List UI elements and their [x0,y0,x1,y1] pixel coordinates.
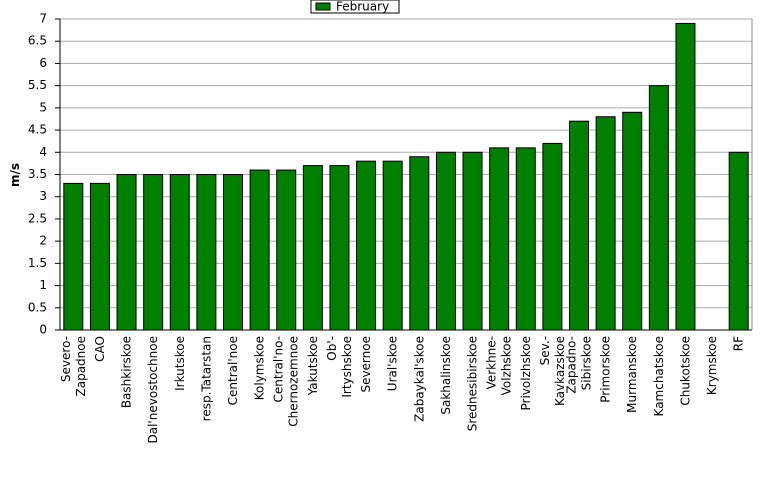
x-tick-label: Severo-Zapadnoe [59,336,88,397]
bar [89,182,110,331]
y-tick-label: 2 [39,234,47,248]
bar [489,147,510,331]
y-tick-label: 5 [39,100,47,114]
y-tick-label: 1 [39,278,47,292]
bar [302,165,323,331]
y-axis-label: m/s [8,163,22,187]
bar [169,174,190,331]
x-tick-label: Kamchatskoe [652,336,666,416]
y-tick-label: 4 [39,145,47,159]
x-tick-label: Primorskoe [599,336,613,403]
bar [249,169,270,331]
bar [356,160,377,331]
legend-box [310,0,400,14]
bar [595,116,616,331]
legend-swatch [315,2,331,11]
x-tick-label: Sakhalinskoe [439,336,453,415]
x-tick-label: Bashkirskoe [120,336,134,408]
x-tick-label: CAO [93,336,107,362]
bar [542,142,563,331]
bar [63,182,84,331]
x-tick-label: Yakutskoe [306,336,320,396]
bar [622,111,643,331]
x-tick-label: Ob'-Irtyshskoe [325,336,354,398]
bar [435,151,456,331]
y-tick-label: 4.5 [28,123,47,137]
bar [462,151,483,331]
bar [409,156,430,331]
bar [569,120,589,331]
y-tick-label: 6.5 [28,34,47,48]
x-tick-label: RF [732,336,746,351]
bar [196,174,217,331]
y-tick-label: 3.5 [28,167,47,181]
y-tick-label: 7 [39,12,47,26]
x-tick-label: Privolzhskoe [519,336,533,410]
y-tick-label: 6 [39,56,47,70]
x-tick-label: Zabaykal'skoe [412,336,426,422]
x-tick-label: Severnoe [359,336,373,393]
bar [329,165,350,331]
x-tick-label: Srednesibirskoe [466,336,480,431]
x-tick-label: Sev.-Kavkazskoe [538,336,567,406]
x-tick-label: Chukotskoe [678,336,692,406]
bar [675,22,696,331]
y-tick-label: 0 [39,323,47,337]
x-tick-label: resp.Tatarstan [199,336,213,421]
x-tick-label: Dal'nevostochnoe [146,336,160,444]
x-tick-label: Krymskoe [705,336,719,395]
bar [515,147,536,331]
x-tick-label: Zapadno-Sibirskoe [565,336,594,394]
x-tick-label: Verkhne-Volzhskoe [485,336,514,395]
x-tick-label: Murmanskoe [625,336,639,413]
bar [116,174,137,331]
x-tick-label: Kolymskoe [253,336,267,400]
bar [276,169,297,331]
y-tick-label: 3 [39,189,47,203]
y-tick-label: 2.5 [28,211,47,225]
x-tick-label: Ural'skoe [386,336,400,391]
y-tick-label: 1.5 [28,256,47,270]
bar [648,85,669,331]
y-tick-label: 5.5 [28,78,47,92]
y-tick-label: 0.5 [28,300,47,314]
x-tick-label: Irkutskoe [173,336,187,391]
x-tick-label: Central'no-Chernozemnoe [272,336,301,427]
legend-label: February [336,0,389,14]
bar [223,174,243,331]
bar [728,151,749,331]
bar [382,160,403,331]
x-tick-label: Central'noe [226,336,240,405]
bar [143,174,164,331]
